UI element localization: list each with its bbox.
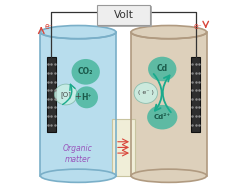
Text: Organic
matter: Organic matter <box>62 144 92 164</box>
Polygon shape <box>191 57 200 132</box>
Ellipse shape <box>131 169 207 182</box>
Polygon shape <box>40 32 116 176</box>
Ellipse shape <box>72 59 100 85</box>
Ellipse shape <box>131 26 207 39</box>
Text: Volt: Volt <box>114 10 133 20</box>
Ellipse shape <box>40 26 116 39</box>
Text: H⁺: H⁺ <box>82 93 92 102</box>
FancyBboxPatch shape <box>97 5 150 25</box>
Ellipse shape <box>40 169 116 182</box>
Text: e⁻: e⁻ <box>193 22 202 31</box>
Text: e⁻: e⁻ <box>45 22 54 31</box>
FancyBboxPatch shape <box>98 6 151 26</box>
Text: Cd²⁺: Cd²⁺ <box>154 114 171 120</box>
Text: Cd: Cd <box>157 64 168 74</box>
Polygon shape <box>112 119 135 176</box>
Text: [O]: [O] <box>61 91 71 98</box>
Ellipse shape <box>75 86 98 108</box>
Text: +: + <box>74 91 81 101</box>
Ellipse shape <box>55 84 77 105</box>
Ellipse shape <box>134 83 158 103</box>
Polygon shape <box>47 57 56 132</box>
Ellipse shape <box>147 105 177 129</box>
Text: CO₂: CO₂ <box>78 67 93 76</box>
Ellipse shape <box>148 57 176 81</box>
Text: ( e⁻ ): ( e⁻ ) <box>138 91 154 95</box>
Polygon shape <box>131 32 207 176</box>
